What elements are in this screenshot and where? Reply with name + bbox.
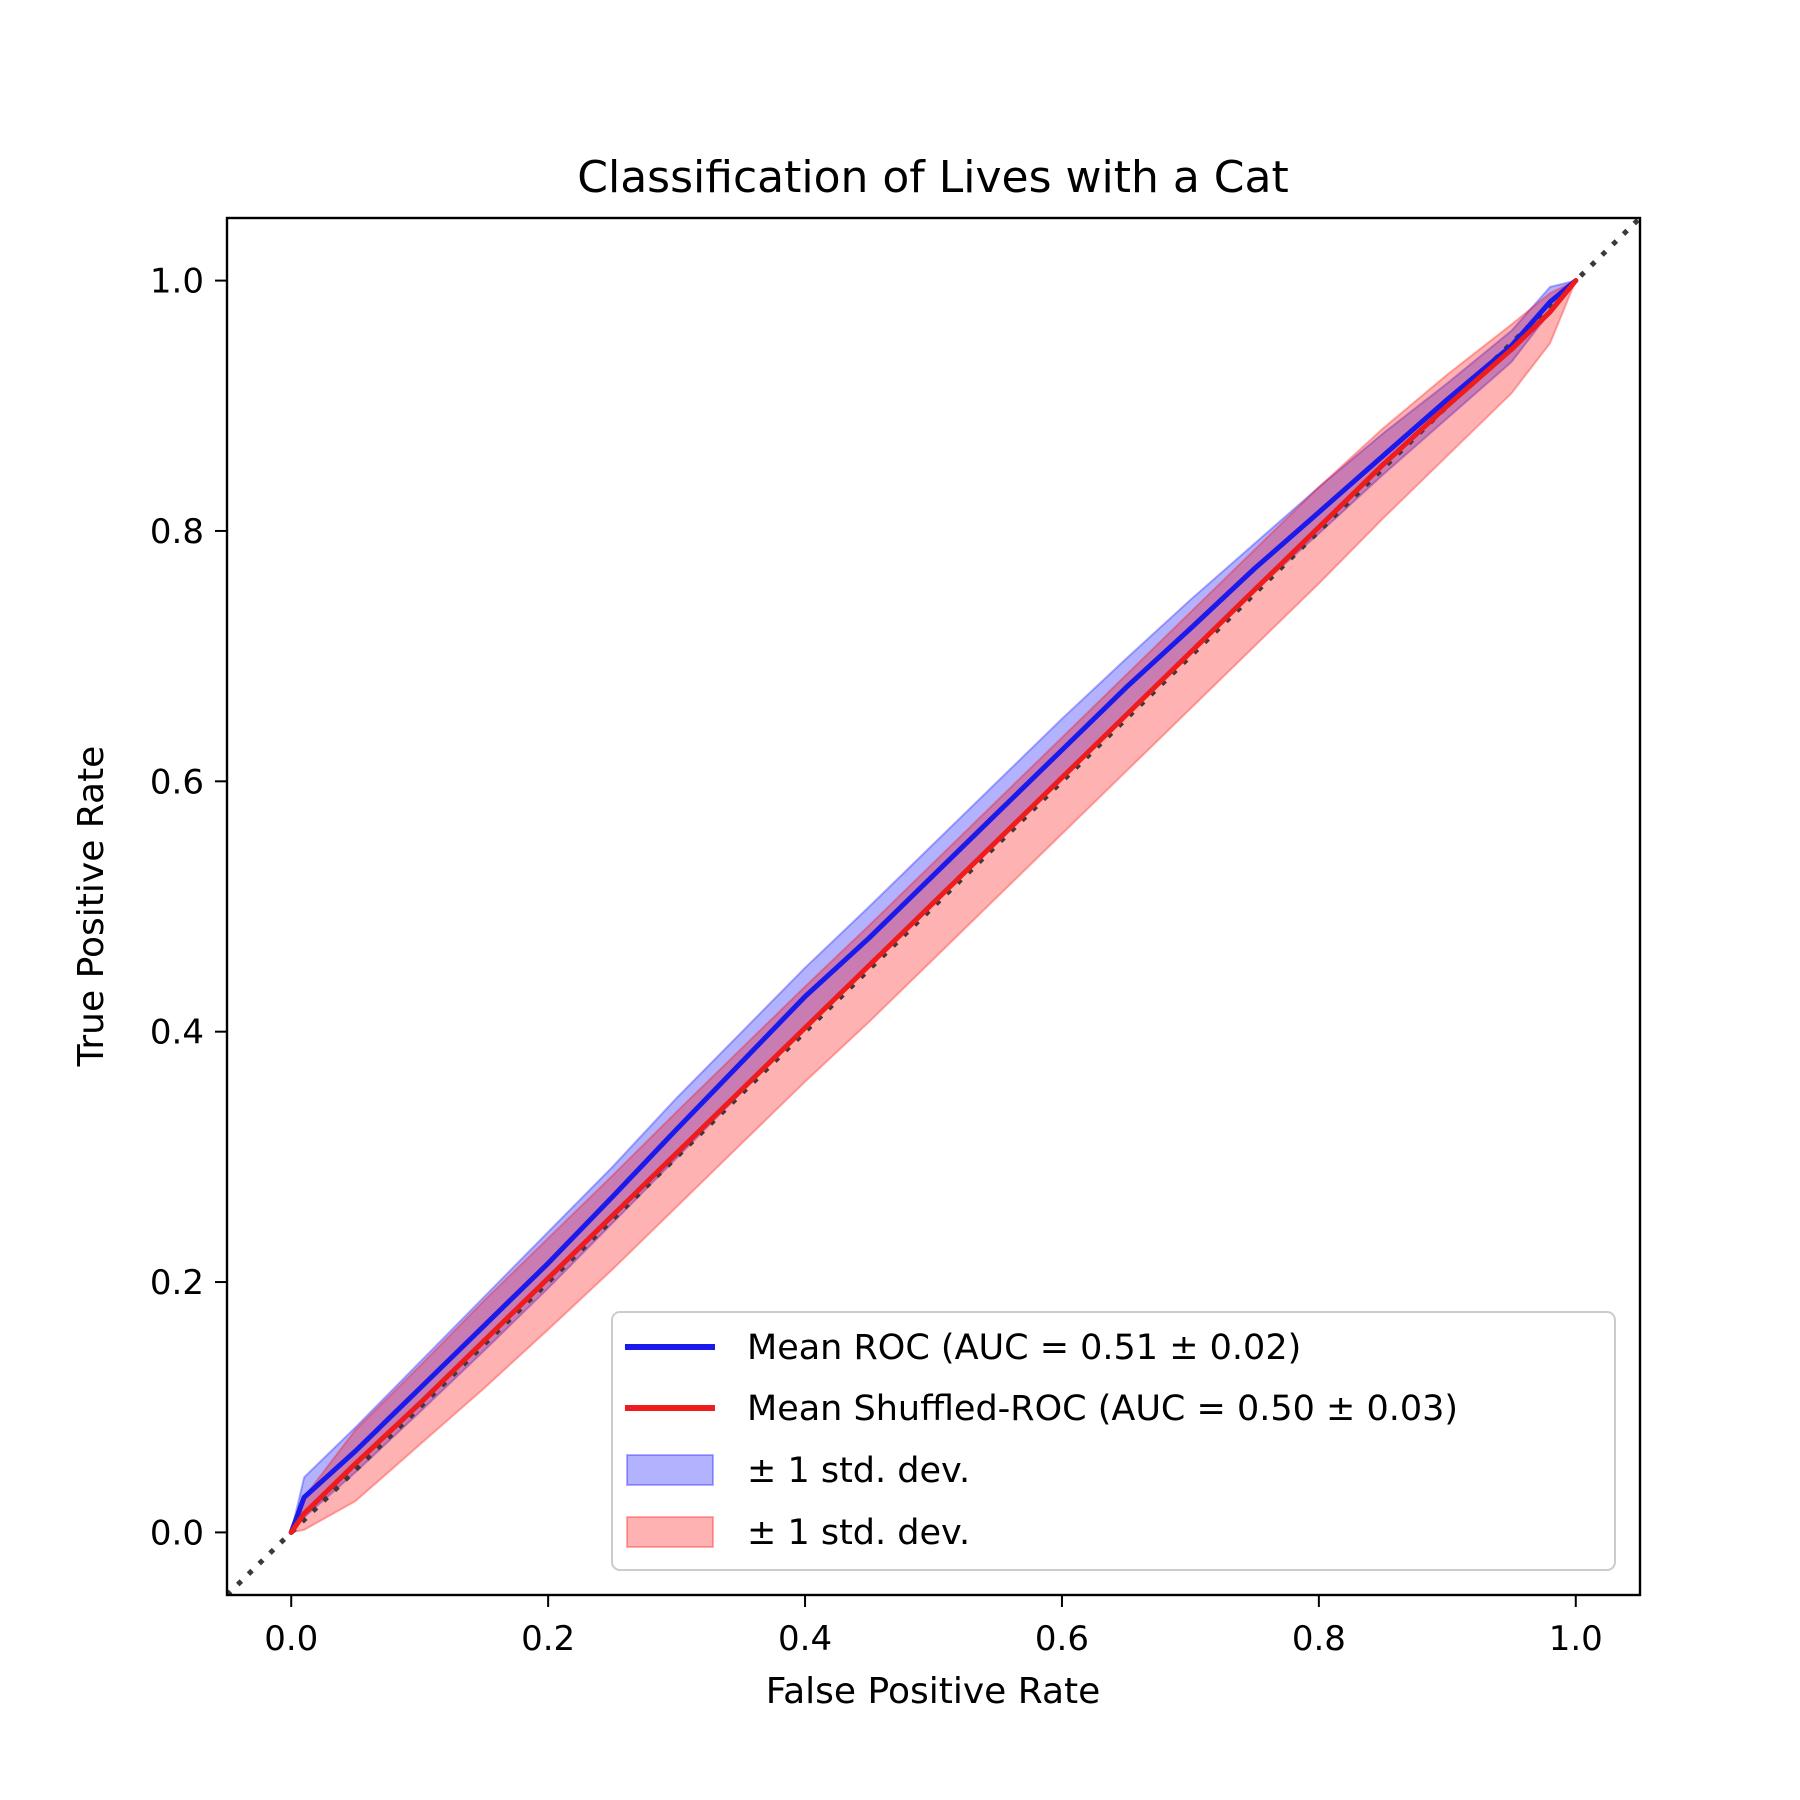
legend-label-mean-roc: Mean ROC (AUC = 0.51 ± 0.02) <box>747 1328 1301 1368</box>
mean-roc-line <box>288 278 1579 1535</box>
y-tick-label: 0.6 <box>150 762 204 802</box>
y-tick-label: 1.0 <box>150 262 204 302</box>
legend-box <box>611 1311 1616 1571</box>
y-tick-label: 0.4 <box>150 1013 204 1053</box>
x-axis-ticks: 0.0 0.2 0.4 0.6 0.8 1.0 <box>264 1595 1603 1659</box>
x-tick-label: 0.8 <box>1292 1619 1346 1659</box>
legend-swatch-red-band <box>626 1516 714 1548</box>
y-tick-label: 0.8 <box>150 512 204 552</box>
x-tick-label: 1.0 <box>1549 1619 1603 1659</box>
y-tick-label: 0.0 <box>150 1513 204 1553</box>
axes-frame <box>225 216 1642 1597</box>
legend-swatch-blue-band <box>626 1454 714 1486</box>
x-axis-label: False Positive Rate <box>766 1671 1101 1712</box>
legend-label-blue-band: ± 1 std. dev. <box>747 1451 970 1491</box>
legend-label-shuffled-roc: Mean Shuffled-ROC (AUC = 0.50 ± 0.03) <box>747 1389 1458 1429</box>
legend: Mean ROC (AUC = 0.51 ± 0.02) Mean Shuffl… <box>611 1311 1616 1571</box>
legend-label-red-band: ± 1 std. dev. <box>747 1513 970 1553</box>
x-tick-label: 0.2 <box>521 1619 575 1659</box>
chart-title: Classification of Lives with a Cat <box>577 152 1289 203</box>
y-axis-ticks: 0.0 0.2 0.4 0.6 0.8 1.0 <box>150 262 227 1553</box>
x-tick-label: 0.0 <box>264 1619 318 1659</box>
y-tick-label: 0.2 <box>150 1263 204 1303</box>
plot-area <box>227 218 1640 1595</box>
x-tick-label: 0.4 <box>778 1619 832 1659</box>
y-axis-label: True Positive Rate <box>71 746 112 1068</box>
x-tick-label: 0.6 <box>1035 1619 1089 1659</box>
mean-shuffled-roc-line <box>288 278 1579 1535</box>
